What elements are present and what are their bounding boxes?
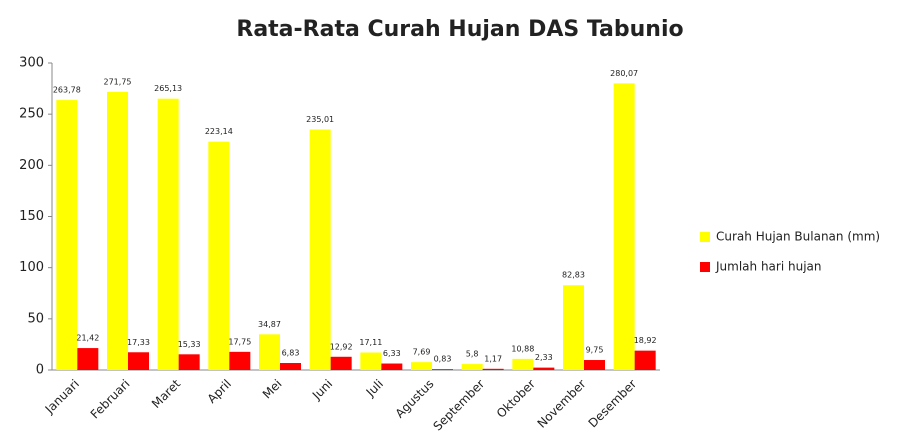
y-tick-label: 200 (19, 158, 44, 173)
bar (563, 285, 584, 370)
bar (584, 360, 605, 370)
data-label: 15,33 (178, 340, 201, 349)
bar (512, 358, 534, 370)
bar (77, 348, 99, 370)
data-label: 34,87 (258, 320, 281, 329)
bar (461, 364, 483, 370)
data-label: 17,75 (228, 337, 251, 346)
bar (411, 362, 432, 370)
bar (533, 367, 555, 370)
data-label: 6,83 (282, 349, 300, 358)
y-tick-label: 150 (19, 209, 44, 224)
x-tick-label: Februari (88, 377, 133, 422)
x-tick-label: Oktober (494, 377, 538, 421)
x-tick-label: Juli (363, 377, 386, 400)
data-label: 12,92 (330, 342, 353, 351)
legend-label: Jumlah hari hujan (715, 260, 822, 274)
data-label: 223,14 (205, 127, 233, 136)
chart-title: Rata-Rata Curah Hujan DAS Tabunio (236, 17, 683, 42)
bar (157, 98, 179, 371)
data-label: 7,69 (413, 348, 431, 357)
x-tick-label: Maret (149, 376, 183, 410)
data-label: 265,13 (154, 84, 182, 93)
data-label: 271,75 (104, 77, 132, 86)
bar (128, 352, 149, 370)
data-label: 235,01 (306, 115, 334, 124)
x-tick-label: Agustus (393, 377, 437, 421)
bar (280, 363, 301, 370)
bar (613, 83, 635, 371)
x-tick-label: Desember (586, 377, 640, 431)
x-tick-label: September (430, 377, 487, 434)
x-tick-label: November (535, 377, 589, 431)
data-label: 1,17 (484, 354, 502, 363)
bar (56, 100, 78, 371)
data-label: 6,33 (383, 349, 401, 358)
legend-swatch (700, 232, 710, 242)
bar (208, 141, 230, 370)
bar (634, 350, 656, 370)
data-label: 82,83 (562, 271, 585, 280)
y-tick-label: 300 (19, 56, 44, 71)
data-label: 280,07 (610, 69, 638, 78)
bar (330, 356, 352, 370)
bar (432, 369, 453, 370)
y-tick-label: 50 (27, 311, 44, 326)
bar (107, 91, 128, 370)
bar (178, 354, 200, 370)
y-tick-label: 250 (19, 107, 44, 122)
data-label: 5,8 (466, 350, 479, 359)
bar (229, 351, 251, 370)
legend-label: Curah Hujan Bulanan (mm) (716, 230, 880, 244)
data-label: 263,78 (53, 86, 81, 95)
data-label: 10,88 (511, 344, 534, 353)
data-label: 21,42 (76, 334, 99, 343)
bar (309, 129, 331, 370)
bar (381, 363, 403, 370)
data-label: 17,33 (127, 338, 150, 347)
y-tick-label: 0 (36, 363, 44, 378)
data-label: 17,11 (359, 338, 382, 347)
data-label: 9,75 (586, 346, 604, 355)
x-tick-label: Januari (42, 377, 82, 417)
bar (482, 368, 504, 370)
data-label: 0,83 (434, 355, 452, 364)
y-tick-label: 100 (19, 260, 44, 275)
bar (360, 352, 382, 370)
x-tick-label: April (205, 377, 234, 406)
legend-swatch (700, 262, 710, 272)
data-label: 2,33 (535, 353, 553, 362)
bar (259, 334, 280, 370)
data-label: 18,92 (634, 336, 657, 345)
x-tick-label: Mei (260, 377, 285, 402)
x-tick-label: Juni (309, 377, 335, 403)
